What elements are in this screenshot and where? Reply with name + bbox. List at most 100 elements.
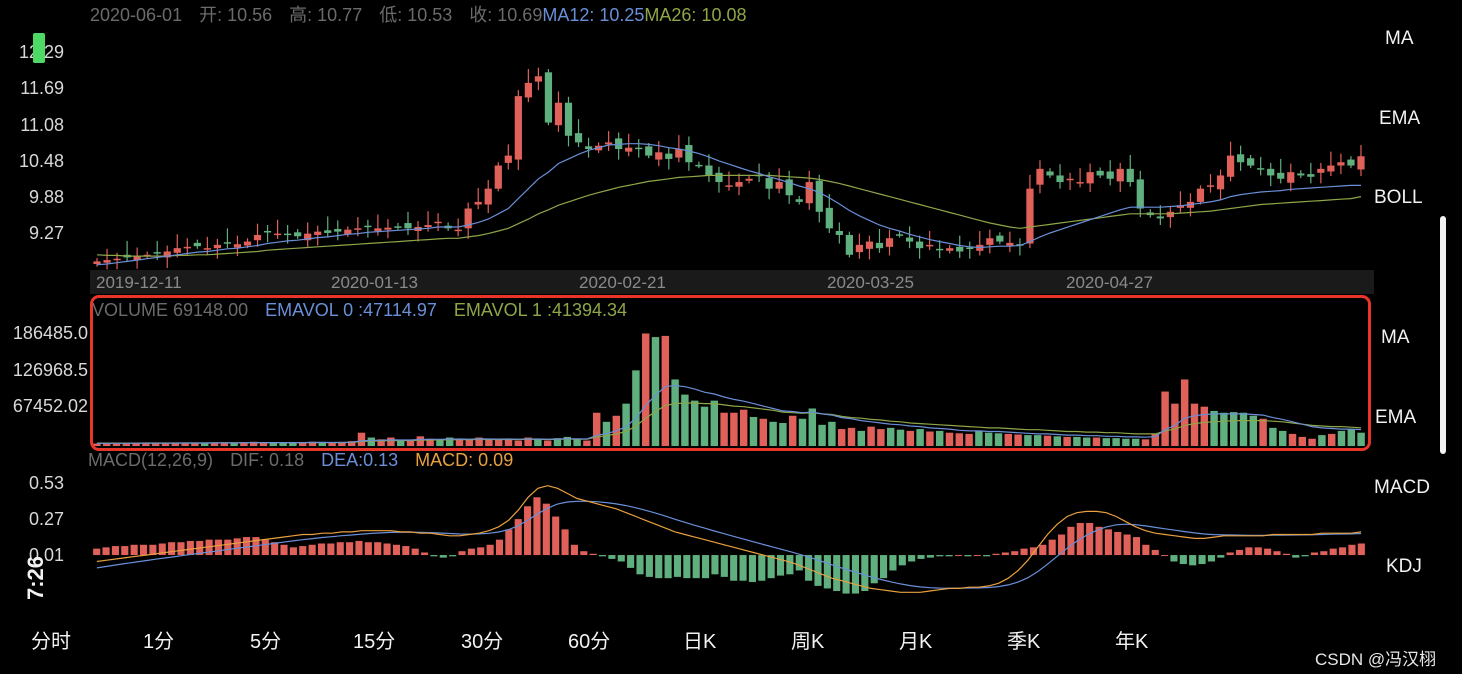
macd-bar — [1292, 555, 1300, 558]
tab-1min[interactable]: 1分 — [143, 631, 175, 653]
volume-bar — [563, 436, 572, 446]
macd-bar — [908, 555, 916, 562]
volume-bar — [220, 442, 229, 446]
side-button-ema[interactable]: EMA — [1379, 108, 1421, 129]
volume-bar — [377, 439, 385, 446]
macd-bar — [186, 540, 194, 556]
macd-bar — [514, 519, 522, 556]
macd-bar — [758, 555, 766, 581]
volume-bar — [896, 429, 905, 446]
macd-bar — [748, 555, 756, 583]
volume-bar — [926, 431, 934, 446]
volume-bar — [171, 442, 180, 446]
macd-bar — [664, 555, 672, 579]
macd-bar — [177, 542, 185, 556]
tab-year-k[interactable]: 年K — [1115, 631, 1149, 653]
candle-body — [1086, 172, 1094, 184]
candle-body — [1206, 185, 1215, 187]
scrollbar[interactable] — [1440, 216, 1446, 454]
candle-body — [153, 252, 161, 254]
side-button-ma[interactable]: MA — [1385, 28, 1414, 49]
candle-body — [273, 233, 282, 236]
volume-bar — [406, 439, 415, 446]
macd-bar — [739, 555, 747, 581]
price-label-3: 10.48 — [18, 151, 64, 171]
macd-label-2: 0.01 — [28, 545, 64, 565]
volume-bar — [1014, 434, 1022, 446]
tab-60min[interactable]: 60分 — [568, 631, 611, 653]
volume-bar — [151, 442, 160, 446]
macd-bar — [776, 555, 785, 576]
macd-bar — [870, 555, 878, 584]
macd-bar — [271, 542, 279, 556]
macd-bar — [289, 547, 297, 556]
volume-bar — [1229, 412, 1238, 446]
candle-body — [956, 246, 964, 252]
macd-bar — [570, 544, 578, 556]
volume-bar — [720, 412, 728, 446]
macd-bar — [467, 548, 475, 556]
macd-bar — [308, 544, 316, 556]
macd-bar — [449, 555, 457, 557]
volume-bar — [318, 442, 327, 446]
candle-body — [825, 207, 833, 229]
volume-bar — [445, 437, 454, 446]
tab-month-k[interactable]: 月K — [899, 631, 933, 653]
volume-bar — [975, 431, 983, 446]
candle-body — [404, 223, 412, 229]
candle-body — [1076, 182, 1084, 184]
volume-bar — [1131, 438, 1140, 446]
macd-bar — [1151, 549, 1159, 556]
macd-bar — [954, 555, 963, 557]
volume-bar — [1318, 435, 1326, 446]
candle-body — [765, 178, 773, 189]
macd-bar — [1179, 555, 1187, 565]
macd-params: MACD(12,26,9) — [88, 450, 214, 470]
volume-bar — [906, 430, 915, 446]
side-button-macd[interactable]: MACD — [1374, 477, 1430, 498]
volume-bar — [1122, 438, 1130, 446]
candle-body — [855, 244, 864, 253]
volume-bar — [298, 442, 307, 446]
side-button-boll[interactable]: BOLL — [1374, 187, 1423, 208]
macd-bar — [683, 555, 691, 579]
volume-bar — [945, 432, 954, 446]
macd-bar — [1086, 522, 1094, 556]
info-date: 2020-06-01 — [90, 5, 183, 25]
macd-bar — [964, 555, 972, 557]
candle-body — [484, 188, 492, 205]
dif-line — [96, 485, 1362, 593]
macd-bar — [1310, 552, 1319, 556]
emavol1-value: EMAVOL 1 :41394.34 — [453, 300, 628, 320]
macd-bar — [805, 555, 813, 581]
info-ma12: MA12: 10.25 — [542, 5, 645, 25]
candle-body — [1046, 171, 1054, 176]
side-button-vol-ma[interactable]: MA — [1381, 327, 1410, 348]
candle-body — [735, 182, 743, 187]
macd-bar — [374, 542, 382, 556]
macd-bar — [627, 555, 635, 568]
tab-30min[interactable]: 30分 — [461, 631, 504, 653]
volume-bar — [994, 433, 1003, 446]
macd-bar — [1067, 526, 1075, 556]
candle-body — [103, 260, 111, 263]
side-button-kdj[interactable]: KDJ — [1386, 556, 1422, 577]
tab-day-k[interactable]: 日K — [683, 631, 717, 653]
candle-body — [1136, 179, 1144, 209]
volume-bar — [857, 430, 866, 446]
tab-5min[interactable]: 5分 — [250, 631, 282, 653]
candle-body — [354, 228, 362, 230]
tab-15min[interactable]: 15分 — [353, 631, 396, 653]
tab-week-k[interactable]: 周K — [791, 631, 825, 653]
volume-bar — [181, 442, 189, 446]
macd-bar — [364, 542, 372, 556]
price-label-5: 9.27 — [28, 223, 64, 243]
tab-season-k[interactable]: 季K — [1007, 631, 1041, 653]
volume-bar — [230, 442, 238, 446]
tab-fenshi[interactable]: 分时 — [31, 631, 71, 653]
volume-bar — [1249, 415, 1258, 446]
side-button-vol-ema[interactable]: EMA — [1375, 407, 1417, 428]
volume-bar — [436, 439, 444, 446]
macd-bar — [1301, 555, 1309, 557]
